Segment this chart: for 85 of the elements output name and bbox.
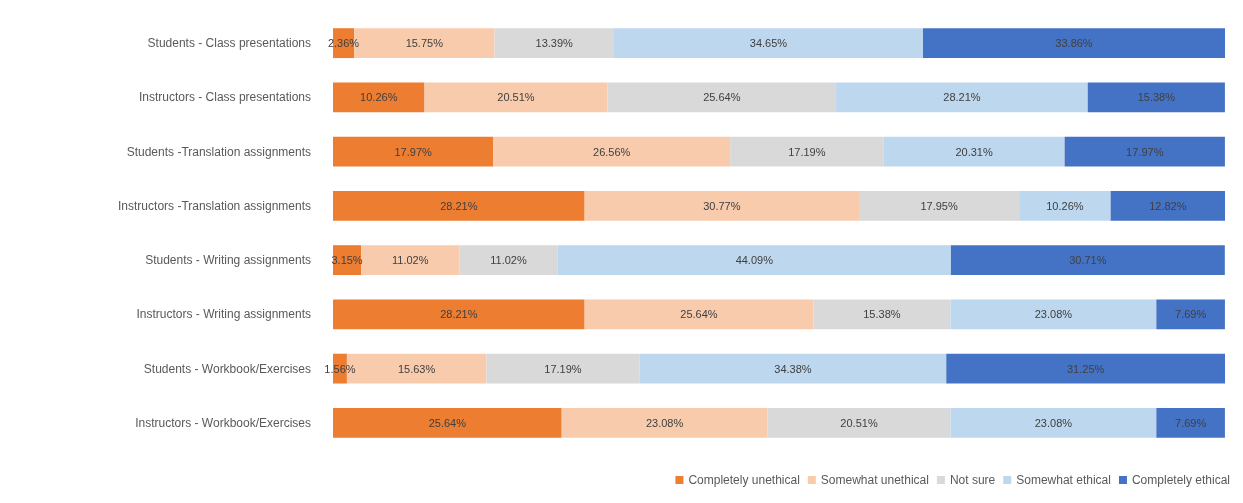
data-label: 30.77%: [703, 199, 741, 212]
bar: [333, 407, 562, 438]
y-tick-label: Students -Translation assignments: [126, 144, 311, 159]
bar: [333, 136, 494, 167]
bar: [883, 136, 1065, 167]
legend-label: Completely unethical: [688, 473, 800, 487]
bar: [1110, 190, 1225, 221]
y-tick-label: Students - Class presentations: [147, 36, 311, 51]
data-label: 17.19%: [788, 145, 826, 158]
data-label: 30.71%: [1069, 254, 1107, 267]
bar: [1087, 82, 1225, 113]
data-label: 33.86%: [1055, 37, 1093, 50]
data-label: 7.69%: [1175, 416, 1207, 429]
data-label: 11.02%: [391, 254, 429, 267]
data-label: 28.21%: [440, 199, 478, 212]
data-label: 26.56%: [593, 145, 631, 158]
data-label: 20.51%: [497, 91, 535, 104]
data-label: 34.38%: [774, 362, 812, 375]
data-label: 15.75%: [405, 37, 444, 50]
data-label: 31.25%: [1066, 362, 1105, 375]
bar: [639, 353, 947, 384]
bar: [424, 82, 608, 113]
data-label: 25.64%: [428, 416, 467, 429]
data-label: 28.21%: [943, 91, 981, 104]
legend-label: Somewhat unethical: [820, 473, 929, 487]
bar: [923, 28, 1225, 59]
data-label: 23.08%: [1034, 308, 1073, 321]
bar: [459, 245, 558, 276]
bar: [859, 190, 1020, 221]
legend-label: Completely ethical: [1131, 473, 1230, 487]
bar: [730, 136, 884, 167]
bar: [1019, 190, 1111, 221]
data-label: 7.69%: [1175, 308, 1207, 321]
data-label: 13.39%: [535, 37, 574, 50]
y-tick-label: Students - Writing assignments: [145, 253, 311, 268]
bar: [361, 245, 460, 276]
data-label: 17.19%: [544, 362, 582, 375]
data-label: 44.09%: [735, 254, 774, 267]
y-tick-label: Instructors - Writing assignments: [136, 307, 311, 322]
bar: [950, 299, 1157, 330]
bar: [1156, 407, 1225, 438]
bar: [557, 245, 951, 276]
data-label: 15.38%: [1137, 91, 1176, 104]
data-label: 15.38%: [863, 308, 901, 321]
bar: [333, 299, 585, 330]
data-label: 23.08%: [1034, 416, 1073, 429]
data-label: 20.51%: [840, 416, 878, 429]
legend-label: Not sure: [949, 473, 996, 487]
bar: [584, 299, 814, 330]
data-label: 12.82%: [1149, 199, 1187, 212]
bar: [613, 28, 923, 59]
bar: [767, 407, 951, 438]
data-label: 10.26%: [1046, 199, 1084, 212]
bar: [561, 407, 768, 438]
data-label: 25.64%: [680, 308, 718, 321]
data-label: 23.08%: [645, 416, 684, 429]
data-label: 20.31%: [955, 145, 993, 158]
bar: [950, 407, 1157, 438]
data-label: 10.26%: [360, 91, 398, 104]
y-tick-label: Instructors -Translation assignments: [118, 198, 311, 213]
data-label: 17.95%: [920, 199, 958, 212]
y-tick-label: Instructors - Workbook/Exercises: [135, 415, 311, 430]
bar: [333, 82, 425, 113]
bar: [836, 82, 1088, 113]
data-label: 34.65%: [749, 37, 788, 50]
data-label: 17.97%: [1126, 145, 1164, 158]
bar: [333, 190, 585, 221]
data-label: 17.97%: [394, 145, 433, 158]
bar: [946, 353, 1225, 384]
data-label: 15.63%: [397, 362, 436, 375]
legend-label: Somewhat ethical: [1016, 473, 1111, 487]
bar: [486, 353, 640, 384]
bar: [584, 190, 860, 221]
bar: [813, 299, 951, 330]
bar: [607, 82, 837, 113]
bar: [494, 28, 614, 59]
data-label: 25.64%: [703, 91, 741, 104]
bar: [950, 245, 1225, 276]
data-label: 11.02%: [490, 254, 527, 267]
y-tick-label: Students - Workbook/Exercises: [143, 361, 311, 376]
bar: [1156, 299, 1225, 330]
data-label: 28.21%: [440, 308, 478, 321]
y-tick-label: Instructors - Class presentations: [138, 90, 311, 105]
bar: [493, 136, 731, 167]
bar: [1064, 136, 1225, 167]
